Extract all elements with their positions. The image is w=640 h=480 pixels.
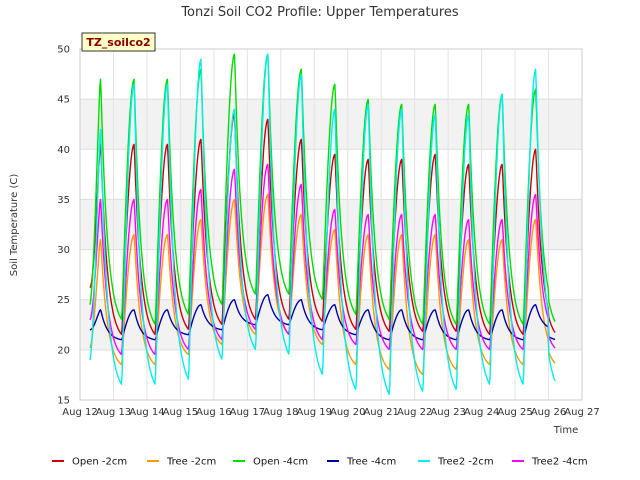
x-tick-label: Aug 19 [297,407,332,418]
x-tick-label: Aug 24 [464,407,499,418]
x-tick-label: Aug 18 [263,407,298,418]
series-line-tree-2cm [89,193,556,376]
x-axis-label: Time [553,425,578,436]
y-axis-ticks: 15 20 25 30 35 40 45 50 [57,45,70,407]
y-tick-label: 35 [57,195,70,206]
x-tick-label: Aug 23 [430,407,465,418]
x-tick-label: Aug 27 [564,407,599,418]
x-tick-label: Aug 17 [230,407,265,418]
series-line-tree2-2cm [89,53,556,395]
x-tick-label: Aug 21 [363,407,398,418]
x-tick-label: Aug 13 [96,407,131,418]
chart-title: Tonzi Soil CO2 Profile: Upper Temperatur… [180,5,459,20]
x-tick-label: Aug 14 [129,407,164,418]
y-axis-label: Soil Temperature (C) [9,174,20,277]
site-tag-label: TZ_soilco2 [86,36,150,49]
x-tick-label: Aug 26 [531,407,566,418]
x-tick-label: Aug 20 [330,407,365,418]
legend-label: Tree -2cm [166,457,216,468]
legend: Open -2cm Tree -2cm Open -4cm Tree -4cm Tree… [52,457,588,468]
site-tag-box [81,32,156,52]
band [80,349,582,400]
x-tick-label: Aug 16 [196,407,231,418]
legend-label: Tree2 -4cm [531,457,588,468]
x-tick-label: Aug 22 [397,407,432,418]
plot-frame [79,48,583,401]
series-line-open-2cm [89,113,556,335]
x-tick-label: Aug 15 [163,407,198,418]
y-tick-label: 25 [57,295,70,306]
y-tick-label: 45 [57,95,70,106]
series-line-tree-4cm [89,294,556,341]
y-tick-label: 40 [57,145,70,156]
series-line-open-4cm [89,53,556,325]
y-tick-label: 50 [57,45,70,56]
series-lines [89,53,556,395]
legend-label: Tree -4cm [346,457,396,468]
site-tag: TZ_soilco2 [81,32,156,52]
y-tick-label: 20 [57,345,70,356]
y-tick-label: 30 [57,245,70,256]
x-tick-label: Aug 25 [497,407,532,418]
x-tick-label: Aug 12 [62,407,97,418]
legend-label: Tree2 -2cm [437,457,494,468]
band [80,49,582,100]
y-tick-label: 15 [57,396,70,407]
legend-label: Open -2cm [72,457,127,468]
legend-label: Open -4cm [253,457,308,468]
